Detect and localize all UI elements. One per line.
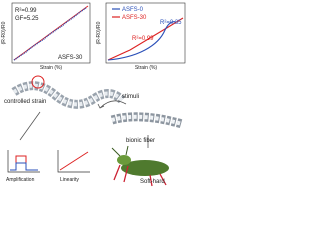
amplification-label: Amplification: [6, 177, 35, 183]
fiber-diagram: controlled strain stimuli bionic fiber: [4, 75, 184, 148]
fiber-highlight: [12, 83, 124, 107]
sample-label: ASFS-30: [58, 55, 83, 61]
fiber-highlight: [111, 114, 183, 126]
stimuli-arrow: [99, 100, 127, 109]
data-points: [13, 7, 87, 61]
graphical-abstract: (R-R0)/R0 Strain (%) R²=0.99 GF=5.25 ASF…: [1, 2, 186, 187]
connector: [19, 111, 41, 141]
x-label: Strain (%): [40, 65, 63, 71]
stimuli-label: stimuli: [122, 94, 139, 100]
creature: Soft-hard: [111, 145, 169, 187]
mini-plots: Amplification Linearity: [6, 150, 90, 183]
r2-red: R²=0.99: [132, 36, 154, 42]
legend-entry: ASFS-0: [122, 7, 144, 13]
plot-frame: [105, 2, 186, 64]
gf-label: GF=5.25: [15, 16, 39, 22]
body: [121, 160, 169, 176]
blue-curve: [107, 21, 177, 61]
mini-axes: [57, 150, 90, 173]
red-curve: [107, 17, 184, 61]
y-label: (R-R0)/R0: [96, 21, 102, 44]
r2-blue: R²=0.35: [160, 20, 182, 26]
left-chart: (R-R0)/R0 Strain (%) R²=0.99 GF=5.25 ASF…: [1, 2, 91, 71]
mini-axes: [7, 150, 40, 173]
creature-label: Soft-hard: [140, 179, 165, 185]
antenna: [111, 145, 129, 157]
arrowhead: [97, 103, 105, 109]
highlight-circle: [31, 75, 45, 89]
linearity-label: Linearity: [60, 177, 79, 183]
controlled-label: controlled strain: [4, 99, 46, 105]
right-chart: ASFS-0 ASFS-30 R²=0.99 R²=0.35 (R-R0)/R0…: [96, 2, 186, 71]
r2-label: R²=0.99: [15, 8, 37, 14]
linearity-curve: [59, 151, 89, 171]
head: [117, 155, 131, 165]
amplification-curve: [10, 162, 38, 171]
fiber-label: bionic fiber: [126, 138, 155, 144]
legs: [113, 164, 167, 187]
x-label: Strain (%): [135, 65, 158, 71]
legend-entry: ASFS-30: [122, 15, 147, 21]
y-label: (R-R0)/R0: [1, 21, 7, 44]
